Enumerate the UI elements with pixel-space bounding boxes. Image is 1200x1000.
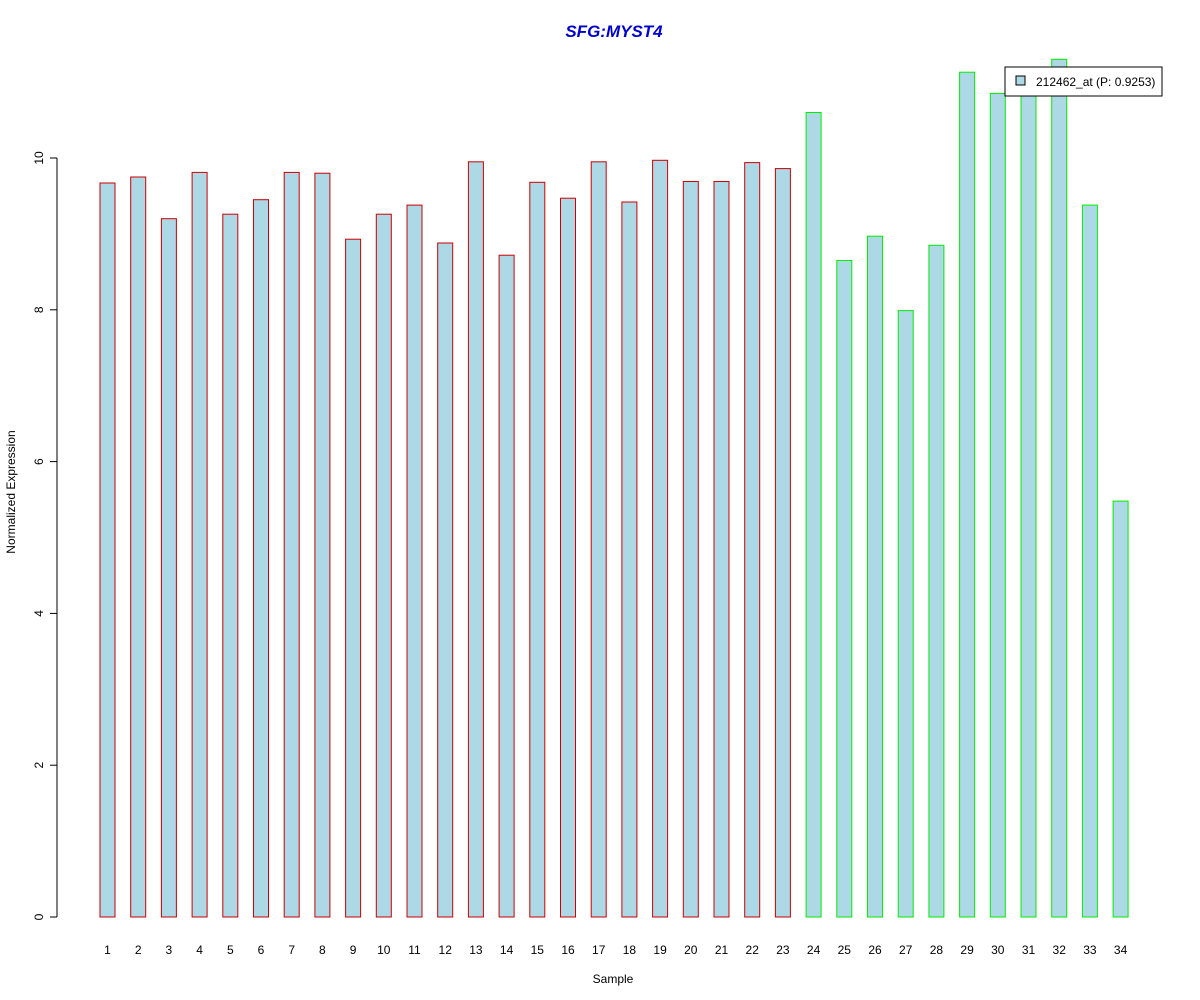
x-tick-label: 20: [684, 943, 698, 957]
legend-swatch: [1015, 75, 1026, 86]
bar-sample-34: [1112, 500, 1129, 918]
x-tick-label: 25: [838, 943, 852, 957]
legend: 212462_at (P: 0.9253): [1004, 66, 1163, 97]
x-tick-label: 34: [1114, 943, 1128, 957]
x-tick-label: 1: [104, 943, 111, 957]
x-tick-label: 19: [653, 943, 667, 957]
bar-sample-8: [314, 172, 331, 918]
bar-sample-33: [1081, 204, 1098, 918]
x-tick-label: 17: [592, 943, 606, 957]
y-tick-label: 2: [32, 762, 46, 769]
bar-sample-26: [867, 235, 883, 918]
y-axis-label: Normalized Expression: [4, 430, 18, 553]
x-tick-label: 14: [500, 943, 514, 957]
x-tick-label: 13: [469, 943, 483, 957]
bar-sample-30: [989, 93, 1006, 918]
bar-sample-19: [652, 159, 669, 918]
legend-label: 212462_at (P: 0.9253): [1036, 75, 1155, 89]
x-tick-label: 16: [561, 943, 575, 957]
x-tick-label: 21: [715, 943, 729, 957]
x-tick-label: 30: [991, 943, 1005, 957]
y-tick-label: 8: [32, 306, 46, 313]
bar-sample-1: [99, 182, 116, 918]
x-tick-label: 27: [899, 943, 913, 957]
bar-sample-6: [253, 199, 269, 918]
x-axis-label: Sample: [593, 972, 634, 986]
bars: [99, 58, 1129, 918]
x-tick-label: 29: [960, 943, 974, 957]
x-tick-label: 9: [350, 943, 357, 957]
bar-sample-28: [928, 244, 945, 918]
x-tick-label: 4: [196, 943, 203, 957]
x-tick-label: 33: [1083, 943, 1097, 957]
x-tick-label: 8: [319, 943, 326, 957]
bar-sample-32: [1051, 58, 1068, 918]
bar-sample-4: [191, 171, 208, 918]
x-tick-label: 10: [377, 943, 391, 957]
bar-sample-13: [467, 161, 484, 918]
bar-sample-25: [836, 260, 853, 918]
x-tick-label: 7: [288, 943, 295, 957]
x-tick-label: 5: [227, 943, 234, 957]
bar-sample-22: [744, 162, 761, 918]
legend-box: [1004, 66, 1163, 97]
bar-sample-17: [590, 161, 607, 918]
bar-sample-12: [437, 242, 454, 918]
chart-title: SFG:MYST4: [565, 22, 663, 41]
bar-sample-18: [621, 201, 638, 918]
x-tick-label: 28: [930, 943, 944, 957]
bar-sample-31: [1020, 89, 1037, 918]
x-tick-label: 26: [868, 943, 882, 957]
x-tick-label: 2: [135, 943, 142, 957]
x-tick-label: 15: [531, 943, 545, 957]
bar-sample-15: [529, 181, 546, 918]
bar-sample-7: [283, 171, 300, 918]
x-tick-label: 23: [776, 943, 790, 957]
y-tick-label: 6: [32, 458, 46, 465]
x-tick-label: 11: [408, 943, 421, 957]
x-tick-label: 6: [258, 943, 265, 957]
bar-sample-16: [560, 197, 576, 918]
bar-sample-3: [160, 218, 177, 918]
x-tick-label: 31: [1022, 943, 1036, 957]
x-tick-label: 22: [746, 943, 760, 957]
bar-sample-2: [130, 176, 147, 918]
bar-sample-23: [774, 168, 791, 918]
x-tick-label: 32: [1053, 943, 1067, 957]
y-tick-label: 10: [32, 151, 46, 165]
y-tick-label: 4: [32, 610, 46, 617]
x-tick-label: 24: [807, 943, 821, 957]
bar-sample-9: [345, 238, 362, 918]
bar-sample-24: [805, 112, 822, 918]
bar-sample-5: [222, 213, 239, 918]
y-axis: 0 2 4 6 8 10: [32, 151, 58, 920]
bar-sample-20: [682, 181, 699, 918]
bar-sample-29: [959, 71, 976, 918]
bar-sample-14: [498, 254, 515, 918]
bar-sample-11: [406, 204, 423, 918]
bar-sample-10: [375, 213, 392, 918]
bar-sample-21: [713, 181, 730, 918]
x-tick-label: 3: [166, 943, 173, 957]
x-tick-label: 12: [439, 943, 453, 957]
x-tick-label: 18: [623, 943, 637, 957]
y-tick-label: 0: [32, 913, 46, 920]
x-axis-tick-labels: 1 2 3 4 5 6 7 8 9 10 11 12 13 14 15 16 17 18 19 20 21 22 23 24 2…: [104, 943, 1127, 957]
bar-sample-27: [897, 310, 914, 918]
